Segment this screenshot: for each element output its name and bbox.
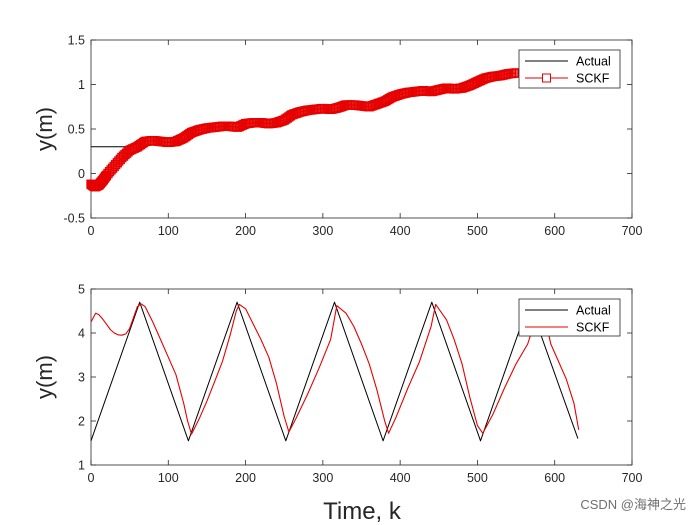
x-tick-label: 300: [312, 224, 333, 238]
y-tick-label: 1: [78, 459, 85, 473]
y-axis-label: y(m): [32, 107, 57, 151]
x-axis: 0 100 200 300 400 500 600 700: [88, 40, 643, 238]
y-tick-label: 5: [78, 283, 85, 297]
x-tick-label: 600: [544, 224, 565, 238]
legend: Actual SCKF: [518, 298, 621, 337]
legend-sckf-label: SCKF: [576, 72, 610, 86]
bottom-subplot: 0 100 200 300 400 500 600 700 1 2 3 4 5 y(m) Time, …: [32, 283, 642, 525]
y-tick-label: 1: [78, 78, 85, 92]
y-tick-label: 1.5: [68, 34, 85, 48]
x-axis: 0 100 200 300 400 500 600 700: [88, 289, 643, 485]
x-tick-label: 600: [544, 471, 565, 485]
x-axis-label: Time, k: [323, 498, 402, 525]
y-tick-label: -0.5: [63, 212, 85, 226]
y-axis-label: y(m): [32, 355, 57, 399]
x-tick-label: 100: [158, 224, 179, 238]
top-subplot: 0 100 200 300 400 500 600 700 -0.500.511.5 y(m)…: [32, 34, 642, 239]
y-axis: 1 2 3 4 5: [78, 283, 632, 473]
x-tick-label: 700: [622, 224, 643, 238]
x-tick-label: 500: [467, 224, 488, 238]
x-tick-label: 0: [88, 224, 95, 238]
x-tick-label: 100: [158, 471, 179, 485]
y-tick-label: 0.5: [68, 123, 85, 137]
y-tick-label: 0: [78, 167, 85, 181]
watermark: CSDN @海神之光: [580, 497, 686, 512]
legend-sckf-label: SCKF: [576, 321, 610, 335]
x-tick-label: 0: [88, 471, 95, 485]
legend-box: [518, 49, 621, 89]
legend-box: [518, 298, 621, 337]
x-tick-label: 700: [622, 471, 643, 485]
y-tick-label: 2: [78, 415, 85, 429]
series-layer: [90, 301, 580, 442]
x-tick-label: 500: [467, 471, 488, 485]
series-layer: [86, 68, 521, 192]
legend-actual-label: Actual: [576, 55, 611, 69]
y-axis: -0.5 0 0.5 1 1.5: [63, 34, 632, 226]
x-tick-label: 200: [235, 471, 256, 485]
x-tick-label: 200: [235, 224, 256, 238]
legend-sckf-marker: [542, 73, 551, 83]
legend-actual-label: Actual: [576, 304, 611, 318]
y-tick-label: 3: [78, 371, 85, 385]
series-line-actual: [90, 301, 579, 442]
x-tick-label: 400: [390, 224, 411, 238]
x-tick-label: 300: [312, 471, 333, 485]
y-tick-label: 4: [78, 327, 85, 341]
series-line-sckf: [90, 303, 580, 435]
legend: Actual SCKF: [518, 49, 621, 89]
x-tick-label: 400: [390, 471, 411, 485]
